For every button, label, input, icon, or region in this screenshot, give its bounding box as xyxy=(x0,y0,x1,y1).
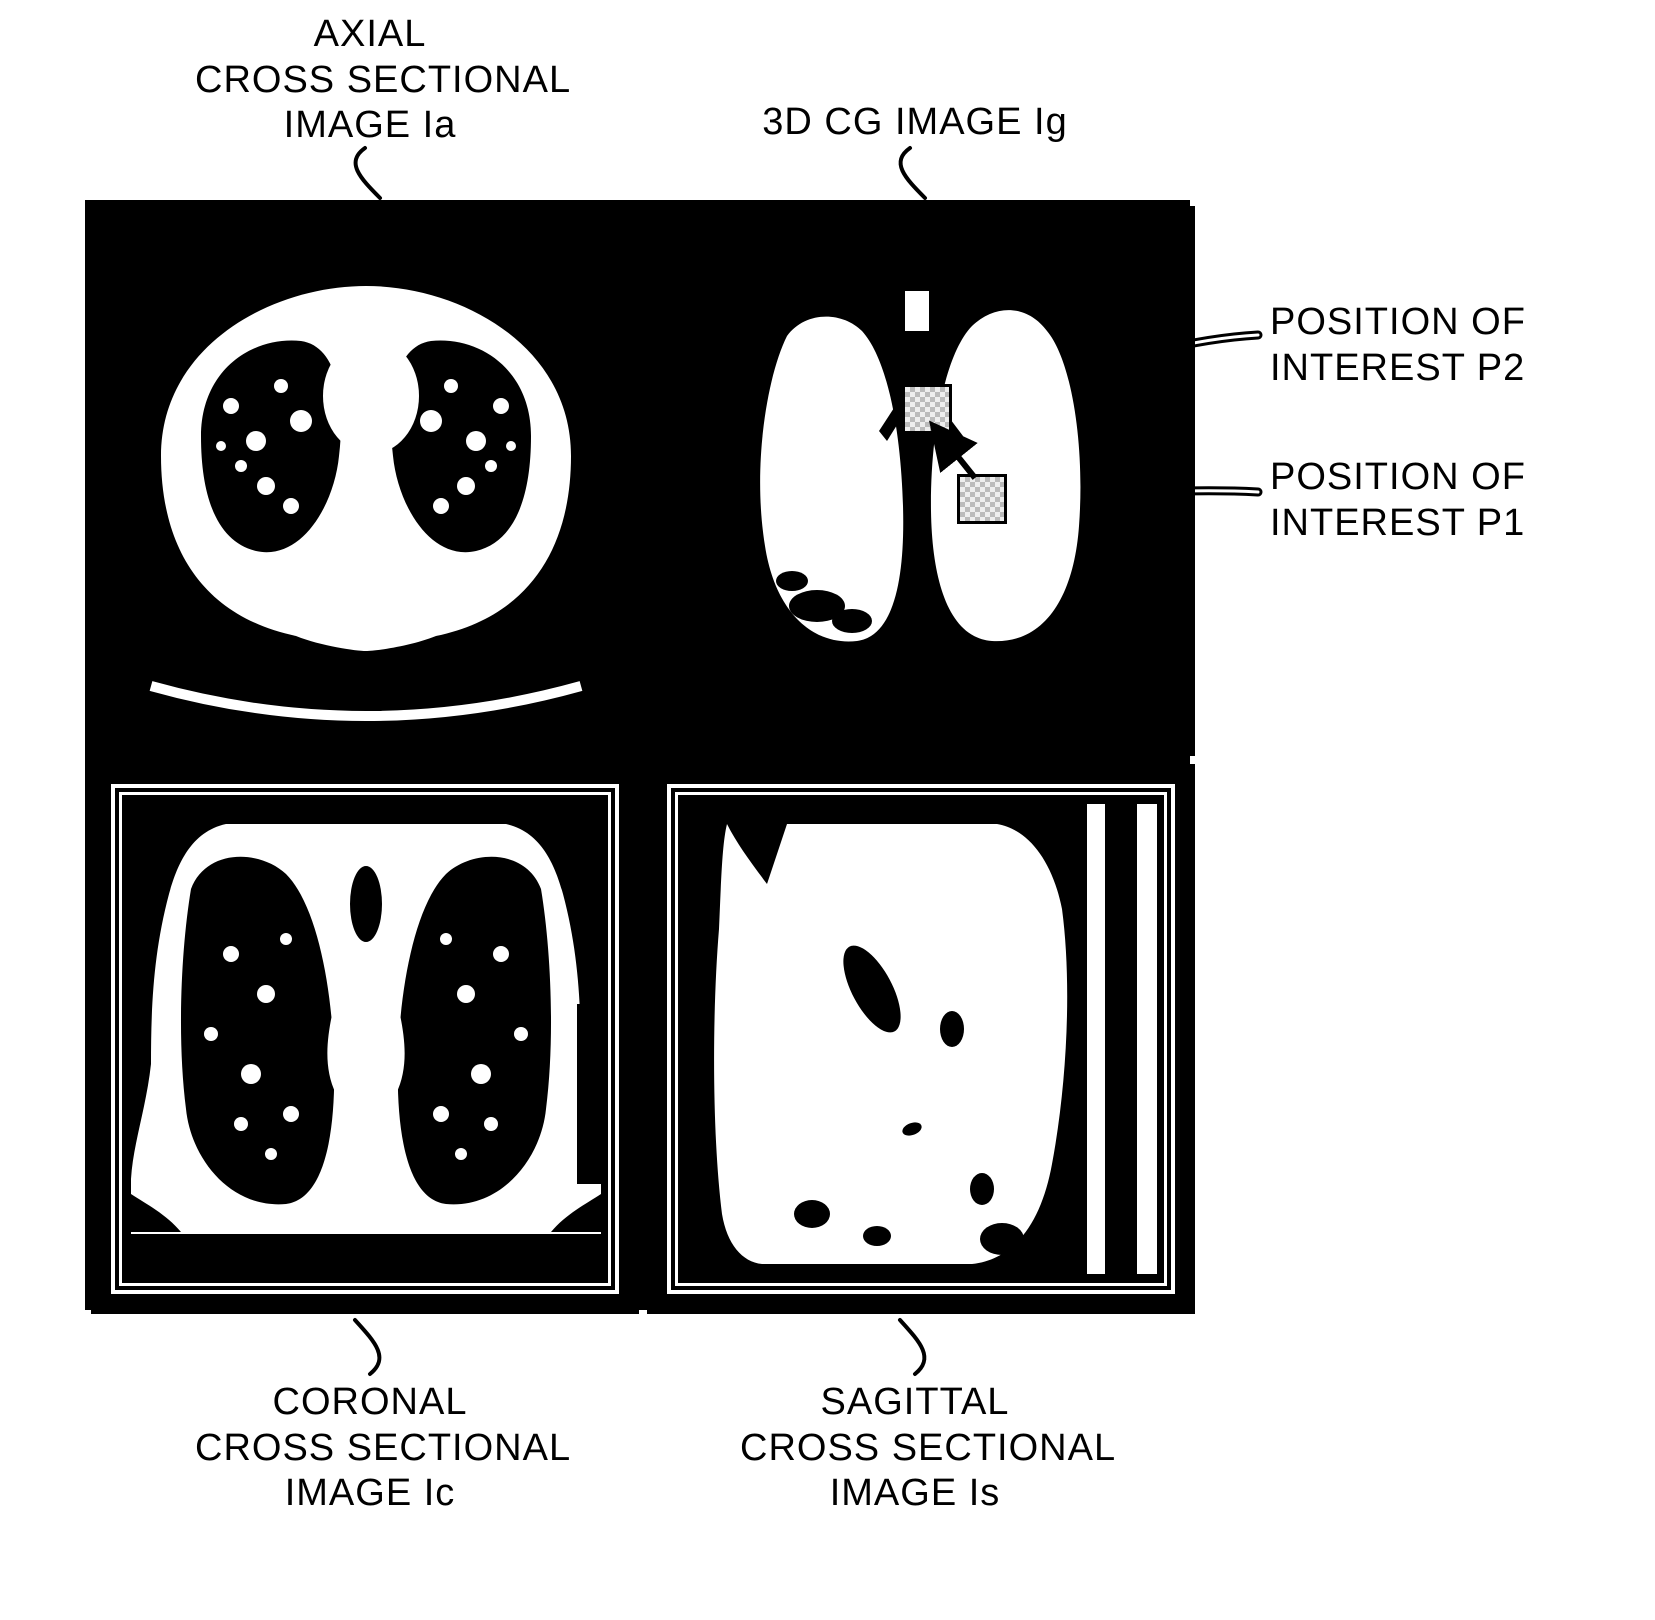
grid-divider-v xyxy=(639,206,647,1304)
label-axial: AXIAL CROSS SECTIONAL IMAGE Ia xyxy=(195,12,545,149)
cg3d-image xyxy=(647,206,1195,756)
axial-image xyxy=(91,206,639,756)
panel-grid xyxy=(85,200,1190,1310)
cell-coronal xyxy=(91,764,639,1314)
coronal-image xyxy=(91,764,639,1314)
grid-divider-h xyxy=(91,756,1184,764)
cell-cg3d xyxy=(647,206,1195,756)
cell-sagittal xyxy=(647,764,1195,1314)
label-p1: POSITION OF INTEREST P1 xyxy=(1270,455,1550,546)
poi-p2[interactable] xyxy=(902,384,952,434)
label-coronal: CORONAL CROSS SECTIONAL IMAGE Ic xyxy=(195,1380,545,1517)
figure-root: AXIAL CROSS SECTIONAL IMAGE Ia 3D CG IMA… xyxy=(0,0,1655,1620)
poi-p1[interactable] xyxy=(957,474,1007,524)
label-sagittal: SAGITTAL CROSS SECTIONAL IMAGE Is xyxy=(740,1380,1090,1517)
label-cg3d: 3D CG IMAGE Ig xyxy=(740,100,1090,146)
cell-axial xyxy=(91,206,639,756)
sagittal-image xyxy=(647,764,1195,1314)
label-p2: POSITION OF INTEREST P2 xyxy=(1270,300,1550,391)
